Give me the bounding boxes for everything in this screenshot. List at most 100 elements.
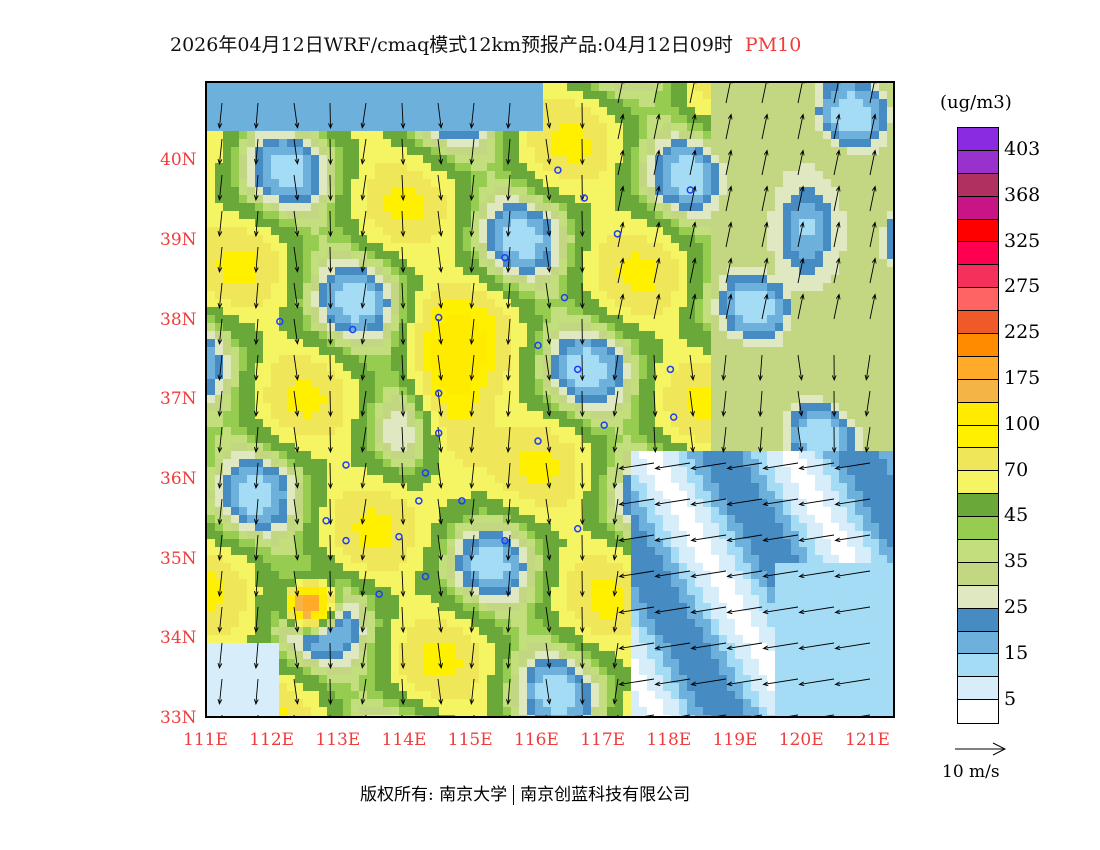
wind-arrow	[437, 246, 443, 273]
wind-arrow	[469, 210, 475, 238]
wind-arrow	[328, 354, 333, 382]
wind-arrow	[690, 678, 727, 687]
city-marker	[554, 166, 562, 174]
wind-arrow	[545, 102, 552, 129]
legend-swatch	[958, 677, 998, 701]
wind-arrow	[469, 426, 475, 454]
wind-arrow	[612, 678, 619, 705]
wind-arrow	[400, 534, 406, 562]
wind-arrow	[506, 102, 511, 130]
wind-arrow	[217, 606, 223, 634]
wind-arrow	[797, 354, 804, 381]
wind-arrow	[762, 606, 799, 615]
wind-arrow	[437, 318, 443, 345]
wind-arrow	[253, 318, 259, 346]
city-marker	[322, 517, 330, 525]
wind-arrow	[869, 113, 877, 140]
wind-arrow	[217, 138, 223, 166]
wind-arrow	[690, 462, 727, 471]
wind-arrow	[579, 498, 585, 526]
wind-arrow	[328, 282, 333, 310]
wind-arrow	[469, 390, 475, 418]
wind-arrow	[253, 390, 259, 418]
wind-arrow	[360, 138, 367, 165]
wind-arrow	[506, 390, 511, 418]
wind-arrow	[293, 678, 300, 705]
wind-arrow	[469, 354, 475, 382]
wind-arrow	[762, 570, 799, 579]
wind-arrow	[545, 570, 552, 597]
wind-arrow	[654, 462, 691, 471]
wind-arrow	[506, 138, 511, 166]
city-marker	[348, 325, 357, 334]
wind-arrow	[506, 354, 511, 382]
wind-arrow	[612, 642, 619, 669]
wind-arrow	[293, 426, 300, 453]
wind-arrow	[761, 185, 769, 212]
wind-arrow	[612, 498, 619, 525]
wind-arrow	[834, 678, 871, 687]
wind-arrow	[253, 606, 259, 634]
wind-arrow	[400, 138, 406, 166]
wind-arrow	[725, 257, 733, 284]
wind-arrow	[437, 606, 443, 633]
wind-arrow	[689, 293, 697, 320]
wind-arrow	[253, 642, 259, 670]
wind-arrow	[506, 174, 511, 202]
wind-arrow	[360, 174, 367, 201]
copyright-left: 版权所有: 南京大学	[360, 785, 508, 805]
wind-arrow	[726, 534, 763, 543]
wind-arrow	[833, 221, 841, 248]
wind-arrow	[328, 210, 333, 238]
wind-arrow	[217, 390, 223, 418]
city-marker	[415, 497, 423, 505]
wind-arrow	[360, 606, 367, 633]
legend-swatch	[958, 265, 998, 289]
city-marker	[458, 497, 466, 505]
wind-arrow	[437, 102, 443, 129]
legend-swatch	[958, 356, 998, 380]
wind-arrow	[652, 390, 658, 418]
wind-arrow	[652, 426, 658, 454]
wind-arrow	[612, 426, 619, 453]
wind-arrow	[654, 606, 691, 615]
wind-arrow	[726, 678, 763, 687]
wind-arrow	[834, 642, 871, 651]
legend-swatch	[958, 334, 998, 357]
wind-arrow	[690, 642, 727, 651]
wind-arrow	[253, 102, 259, 130]
legend-swatch	[958, 654, 998, 678]
wind-arrow	[400, 678, 406, 706]
wind-arrow	[253, 678, 259, 706]
legend-swatch	[958, 585, 998, 609]
legend-swatch	[958, 540, 998, 563]
city-marker	[434, 389, 443, 397]
wind-arrow	[545, 462, 552, 489]
wind-arrow	[579, 210, 585, 238]
wind-arrow	[689, 221, 697, 248]
legend-swatch	[958, 562, 998, 586]
wind-arrow	[654, 570, 691, 579]
wind-arrow	[328, 174, 333, 202]
wind-arrow	[869, 83, 877, 104]
wind-arrow	[579, 282, 585, 310]
wind-arrow	[469, 318, 475, 346]
wind-arrow	[797, 221, 805, 248]
wind-arrow	[798, 570, 835, 579]
wind-arrow	[360, 534, 367, 561]
legend-swatch	[958, 288, 998, 312]
legend-swatch	[958, 379, 998, 403]
wind-arrow	[618, 642, 655, 651]
wind-arrow	[437, 426, 443, 453]
wind-arrow	[834, 462, 871, 471]
wind-arrow	[833, 113, 841, 140]
wind-arrow	[654, 498, 691, 507]
wind-arrow	[612, 606, 619, 633]
species-label: PM10	[744, 34, 802, 56]
legend-label: 70	[1004, 458, 1029, 481]
lon-label: 120E	[778, 730, 824, 750]
wind-arrow	[217, 498, 223, 526]
legend-label: 225	[1004, 321, 1041, 344]
lat-label: 33N	[160, 708, 197, 728]
wind-arrow	[253, 426, 259, 454]
